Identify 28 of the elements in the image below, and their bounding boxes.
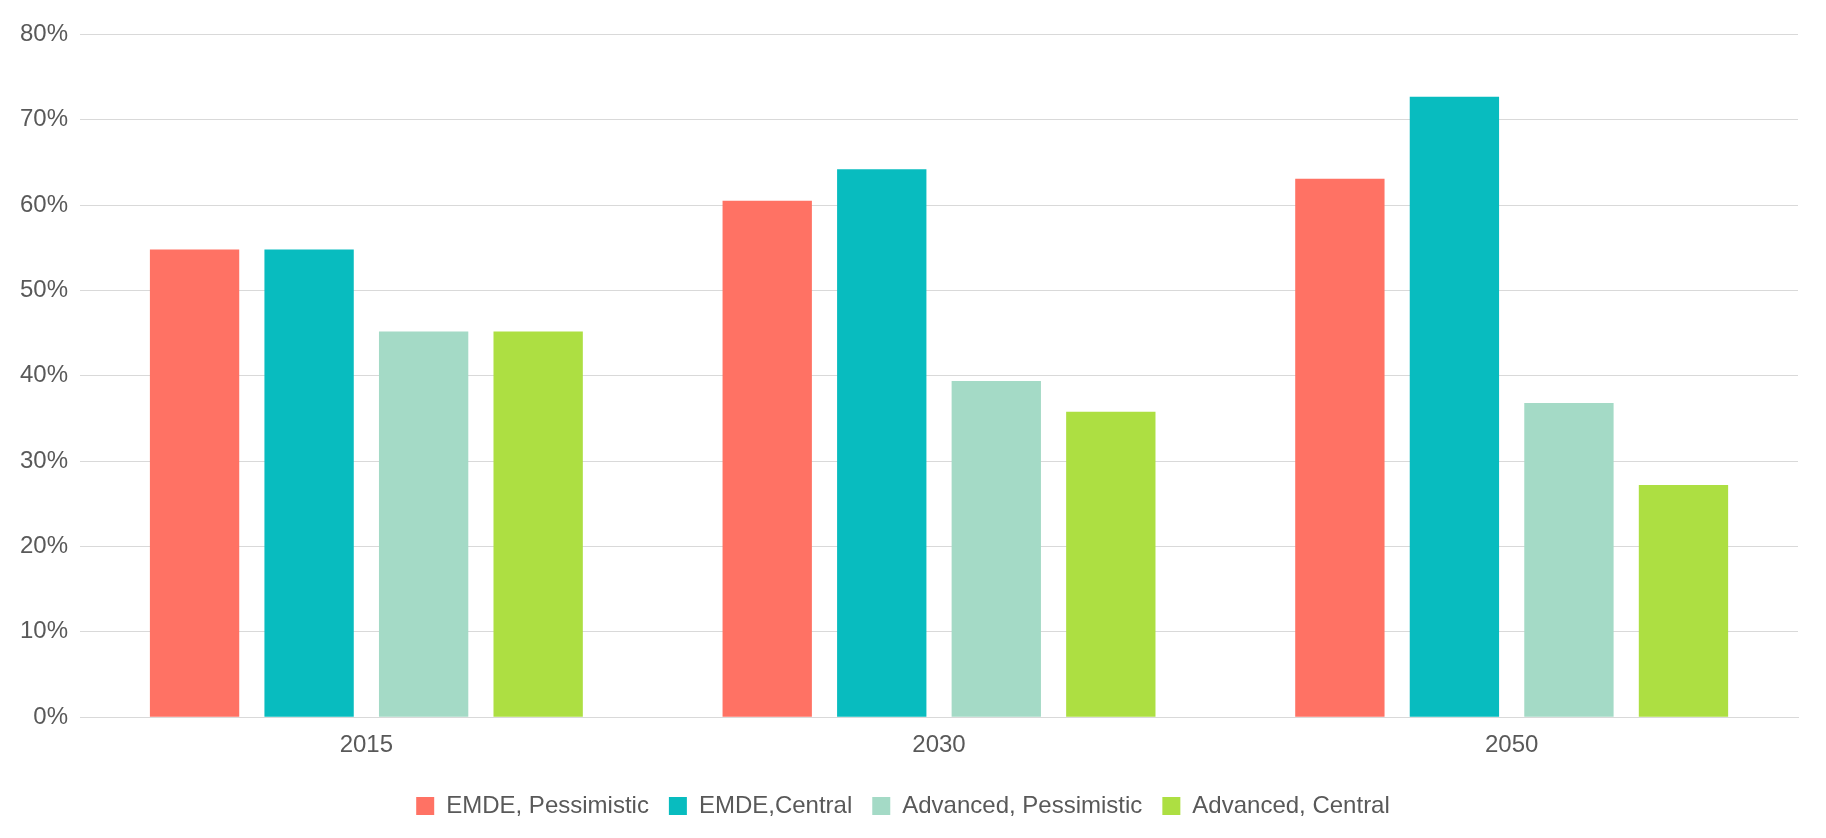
bar <box>1295 178 1385 717</box>
bar <box>378 331 469 717</box>
y-tick-label: 40% <box>19 360 69 388</box>
y-tick-label: 10% <box>19 616 69 644</box>
bar <box>1524 403 1614 717</box>
bar <box>1638 485 1729 717</box>
y-tick-label: 80% <box>19 19 69 47</box>
legend-label: Advanced, Pessimistic <box>902 790 1143 818</box>
x-tick-label: 2015 <box>339 730 394 758</box>
y-tick-label: 70% <box>19 104 69 132</box>
bar <box>149 249 240 717</box>
y-tick-label: 50% <box>19 275 69 303</box>
y-tick-label: 20% <box>19 531 69 559</box>
bar <box>951 380 1041 717</box>
bar <box>264 249 354 717</box>
y-tick-label: 60% <box>19 189 69 217</box>
bar <box>493 331 583 717</box>
bar <box>1409 96 1500 717</box>
y-tick-label: 30% <box>19 445 69 473</box>
bar <box>722 200 812 717</box>
x-tick-label: 2050 <box>1484 730 1539 758</box>
bar <box>1066 411 1156 717</box>
y-tick-label: 0% <box>33 701 69 729</box>
legend-label: EMDE, Pessimistic <box>446 790 649 818</box>
x-tick-label: 2030 <box>912 730 966 758</box>
legend-label: Advanced, Central <box>1192 790 1390 818</box>
legend-label: EMDE,Central <box>698 790 853 818</box>
bar <box>837 169 927 717</box>
